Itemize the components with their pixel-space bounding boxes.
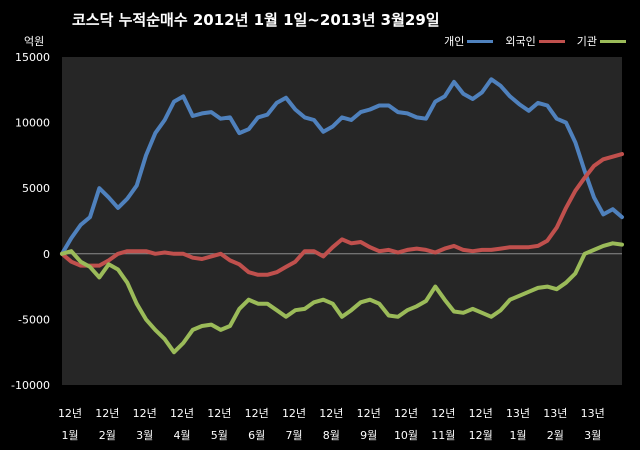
legend-label-foreign: 외국인 bbox=[505, 35, 536, 48]
x-tick-label-month: 6월 bbox=[248, 429, 265, 442]
x-tick-label-month: 1월 bbox=[509, 429, 526, 442]
legend: 개인 외국인 기관 bbox=[444, 33, 626, 49]
x-tick-label-year: 12년 bbox=[282, 407, 306, 420]
legend-item-foreign: 외국인 bbox=[505, 33, 565, 49]
legend-swatch-institution bbox=[600, 39, 626, 43]
y-tick-label: -5000 bbox=[18, 313, 50, 326]
x-tick-label-month: 4월 bbox=[173, 429, 190, 442]
x-tick-label-year: 12년 bbox=[431, 407, 455, 420]
x-tick-label-year: 12년 bbox=[319, 407, 343, 420]
x-tick-label-year: 12년 bbox=[170, 407, 194, 420]
x-tick-label-year: 12년 bbox=[133, 407, 157, 420]
y-tick-label: 5000 bbox=[22, 182, 50, 195]
x-tick-label-month: 8월 bbox=[323, 429, 340, 442]
x-tick-label-year: 12년 bbox=[95, 407, 119, 420]
x-tick-label-year: 12년 bbox=[58, 407, 82, 420]
x-tick-label-year: 13년 bbox=[581, 407, 605, 420]
legend-label-institution: 기관 bbox=[576, 35, 597, 48]
plot-area bbox=[62, 57, 622, 385]
x-tick-label-month: 2월 bbox=[99, 429, 116, 442]
y-tick-label: 10000 bbox=[15, 117, 50, 130]
x-tick-label-year: 12년 bbox=[245, 407, 269, 420]
legend-swatch-individual bbox=[467, 39, 494, 43]
legend-item-individual: 개인 bbox=[444, 33, 494, 49]
x-tick-label-month: 10월 bbox=[394, 429, 418, 442]
y-tick-label: 0 bbox=[43, 248, 50, 261]
legend-swatch-foreign bbox=[538, 39, 565, 43]
chart-title: 코스닥 누적순매수 2012년 1월 1일~2013년 3월29일 bbox=[72, 11, 440, 29]
x-tick-label-month: 3월 bbox=[584, 429, 601, 442]
y-tick-label: 15000 bbox=[15, 51, 50, 64]
x-tick-label-month: 5월 bbox=[211, 429, 228, 442]
x-tick-label-month: 12월 bbox=[469, 429, 493, 442]
legend-item-institution: 기관 bbox=[577, 33, 626, 49]
legend-label-individual: 개인 bbox=[444, 35, 465, 48]
x-tick-label-month: 7월 bbox=[285, 429, 302, 442]
x-tick-label-month: 3월 bbox=[136, 429, 153, 442]
y-tick-label: -10000 bbox=[11, 379, 50, 392]
x-tick-label-month: 9월 bbox=[360, 429, 377, 442]
x-tick-label-year: 12년 bbox=[469, 407, 493, 420]
series-line-individual bbox=[60, 77, 624, 256]
x-tick-label-year: 13년 bbox=[506, 407, 530, 420]
series-line-foreign bbox=[60, 152, 624, 277]
x-tick-label-year: 12년 bbox=[394, 407, 418, 420]
x-tick-label-month: 1월 bbox=[61, 429, 78, 442]
x-tick-label-month: 2월 bbox=[547, 429, 564, 442]
x-tick-label-year: 12년 bbox=[357, 407, 381, 420]
series-line-institution bbox=[60, 241, 624, 355]
y-axis-label: 억원 bbox=[24, 35, 45, 48]
x-tick-label-year: 12년 bbox=[207, 407, 231, 420]
x-tick-label-month: 11월 bbox=[431, 429, 455, 442]
x-tick-label-year: 13년 bbox=[543, 407, 567, 420]
